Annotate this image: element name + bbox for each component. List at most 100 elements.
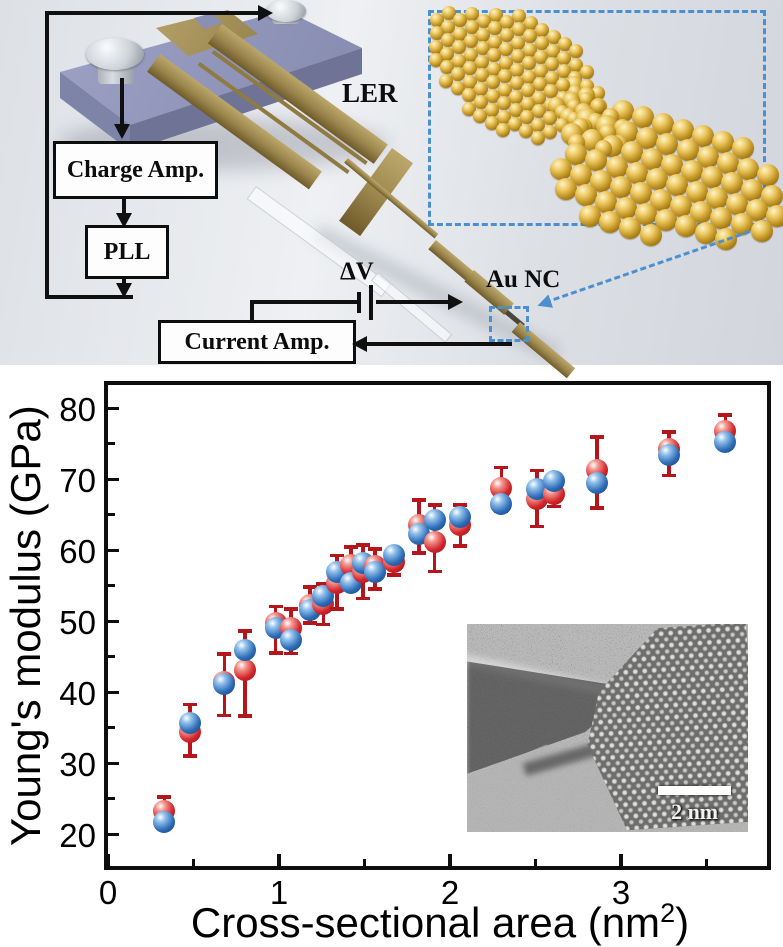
- x-minor-tick: [192, 859, 195, 866]
- error-bar-cap-top: [590, 435, 605, 439]
- gold-atom: [440, 33, 455, 48]
- error-bar-cap-top: [718, 413, 733, 417]
- bias-wire-left: [250, 300, 360, 304]
- arrowhead-down: [114, 124, 130, 139]
- gold-atom: [533, 63, 548, 78]
- y-major-tick: [108, 548, 119, 553]
- gold-atom: [473, 108, 488, 123]
- gold-atom: [701, 166, 724, 189]
- gold-atom: [509, 89, 524, 104]
- gold-atom: [665, 174, 688, 197]
- gold-atom: [475, 41, 490, 56]
- gold-atom: [654, 209, 677, 232]
- gold-atom: [465, 6, 480, 21]
- y-tick-label: 20: [59, 817, 96, 855]
- data-point-blue: [382, 544, 405, 567]
- x-major-tick: [106, 854, 110, 866]
- error-bar-cap-top: [217, 652, 232, 656]
- gold-atom: [497, 96, 512, 111]
- gold-atom: [462, 88, 477, 103]
- error-bar-cap-top: [412, 498, 427, 502]
- x-major-tick: [619, 854, 623, 866]
- gold-atom: [464, 20, 479, 35]
- gold-atom: [690, 201, 713, 224]
- gold-atom: [534, 36, 549, 51]
- gold-atom: [511, 22, 526, 37]
- delta-v-label: ΔV: [340, 258, 374, 285]
- x-major-tick: [277, 854, 281, 866]
- error-bar-cap-bottom: [217, 713, 232, 718]
- gold-atom: [580, 65, 595, 80]
- return-wire: [366, 342, 512, 346]
- gold-atom: [429, 39, 444, 54]
- gold-atom: [523, 15, 538, 30]
- gold-atom: [534, 49, 549, 64]
- gold-atom: [730, 213, 753, 236]
- y-tick-label: 50: [59, 604, 96, 642]
- error-bar-cap-bottom: [330, 607, 345, 611]
- data-point-blue: [423, 508, 446, 531]
- gold-atom: [439, 60, 454, 75]
- scale-bar: [658, 786, 732, 796]
- y-minor-tick: [108, 797, 115, 801]
- error-bar-cap-top: [302, 585, 317, 589]
- gold-atom: [533, 77, 547, 92]
- error-bar-cap-bottom: [237, 714, 252, 718]
- gold-atom: [510, 49, 525, 64]
- gold-atom: [691, 125, 714, 148]
- gold-atom: [557, 37, 572, 52]
- gold-atom: [556, 77, 571, 92]
- y-tick-label: 70: [59, 462, 96, 500]
- gold-atom: [670, 194, 693, 217]
- gold-atom: [736, 158, 759, 181]
- gold-atom: [696, 145, 719, 168]
- gold-atom: [452, 40, 467, 55]
- x-minor-tick: [705, 859, 708, 866]
- current-amp-label: Current Amp.: [184, 328, 330, 355]
- nanocontact-zoom-box: [489, 306, 529, 342]
- gold-atom: [750, 219, 773, 242]
- gold-atom: [488, 21, 503, 36]
- gold-atom: [725, 192, 748, 215]
- gold-atom: [487, 48, 502, 63]
- y-minor-tick: [108, 726, 115, 730]
- gold-atom: [685, 180, 708, 203]
- gold-atom: [565, 143, 588, 166]
- gold-atom: [745, 199, 768, 222]
- gold-atom: [761, 184, 783, 207]
- error-bar-cap-bottom: [355, 596, 370, 601]
- feedback-wire-top: [45, 11, 260, 15]
- data-point-blue: [526, 478, 549, 501]
- gold-atom: [732, 137, 755, 160]
- electrode-top: [266, 0, 306, 22]
- gold-atom: [508, 116, 523, 131]
- data-point-blue: [363, 561, 386, 584]
- gold-atom: [476, 14, 491, 29]
- y-tick-label: 30: [59, 746, 96, 784]
- error-bar-cap-top: [427, 503, 442, 507]
- gold-atom: [532, 90, 547, 105]
- error-bar-cap-top: [330, 553, 345, 558]
- gold-atom: [543, 111, 558, 126]
- error-bar-cap-bottom: [268, 651, 283, 655]
- gold-atom: [520, 96, 535, 111]
- gold-atom: [634, 203, 657, 225]
- y-major-tick: [108, 477, 119, 482]
- gold-atom: [453, 13, 468, 28]
- gold-atom: [486, 61, 501, 76]
- gold-atom: [430, 12, 445, 27]
- schematic-panel: Charge Amp. PLL Current Amp. LER ΔV Au N…: [0, 0, 783, 379]
- data-point-blue: [586, 471, 609, 494]
- battery-plate-short: [357, 292, 361, 313]
- gold-atom: [452, 26, 467, 41]
- gold-atom: [484, 116, 499, 131]
- gold-atom: [545, 57, 560, 72]
- error-bar-cap-bottom: [183, 754, 198, 758]
- error-bar-cap-bottom: [453, 544, 468, 548]
- gold-atom: [542, 124, 557, 139]
- gold-atom: [556, 64, 571, 79]
- gold-atom: [579, 204, 602, 227]
- gold-atom: [429, 26, 444, 41]
- error-bar-cap-top: [268, 604, 283, 609]
